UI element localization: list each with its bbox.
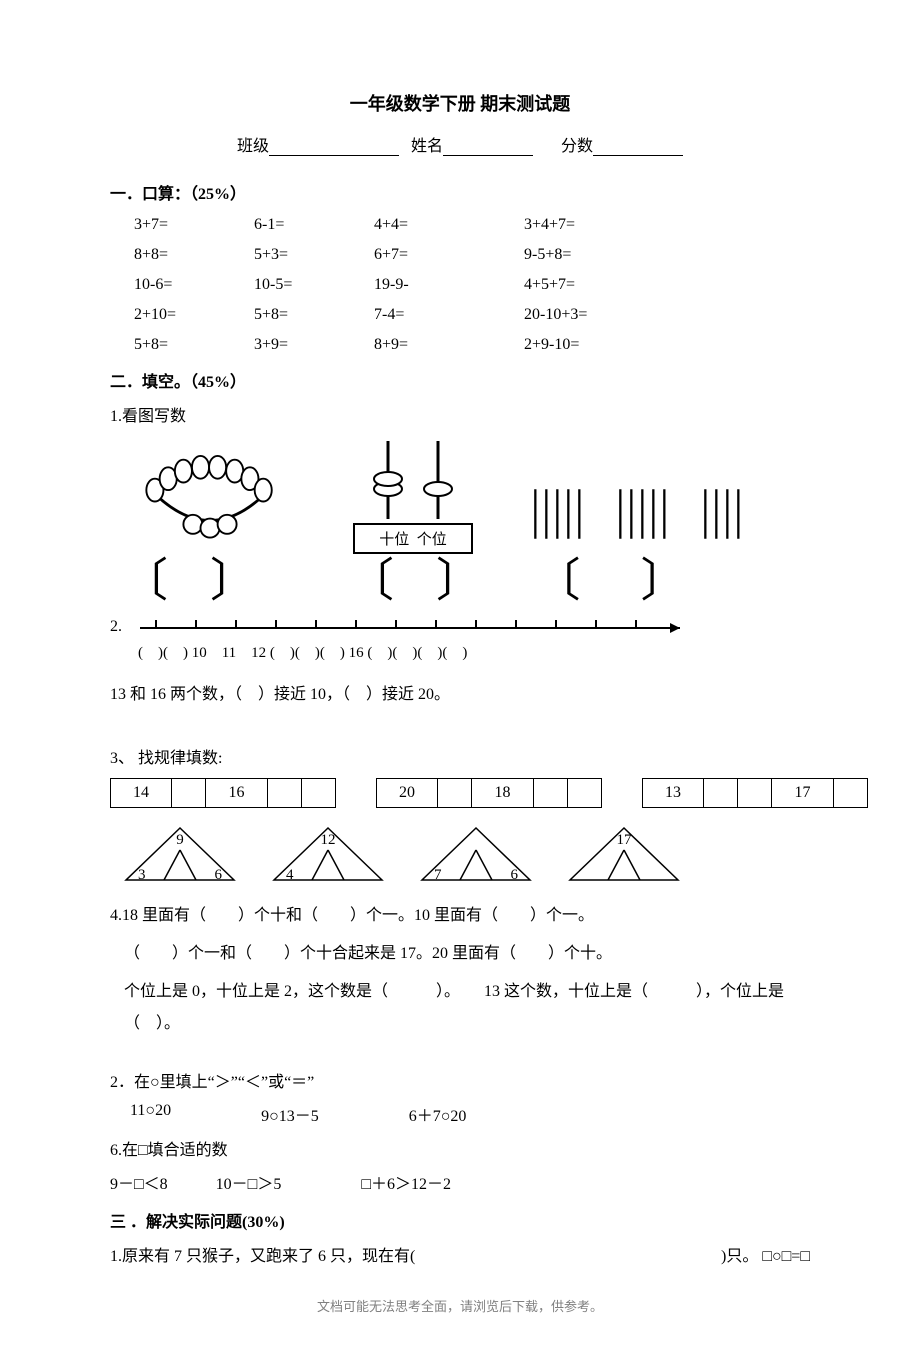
section-3-header: 三 ．解决实际问题(30%) [110, 1208, 810, 1232]
compare-row: 11○20 9○13－5 6＋7○20 [130, 1102, 810, 1126]
pattern-group: 13 17 [642, 778, 868, 808]
compare-item: 11○20 [130, 1102, 171, 1126]
q6-label: 6.在□填合适的数 [110, 1136, 810, 1160]
name-label: 姓名 [411, 138, 443, 155]
number-bond-triangle: 17 [564, 824, 684, 884]
q2-near-sentence: 13 和 16 两个数，（ ）接近 10，（ ）接近 20。 [110, 680, 810, 704]
q2-prefix: 2. [110, 618, 122, 636]
mm-row: 10-6=10-5=19-9-4+5+7= [134, 276, 810, 294]
mm-row: 2+10=5+8=7-4=20-10+3= [134, 306, 810, 324]
q1-label: 1.看图写数 [110, 402, 810, 426]
compare-item: 6＋7○20 [409, 1102, 467, 1126]
triangle-row: 9 3 6 12 4 7 6 17 [120, 824, 810, 884]
s3-q1-text: 1.原来有 7 只猴子，又跑来了 6 只，现在有( [110, 1242, 415, 1266]
section-1-header: 一．口算：（25%） [110, 180, 810, 204]
number-bond-triangle: 9 3 6 [120, 824, 240, 884]
numline-labels: ( )( ) 10 11 12 ( )( )( ) 16 ( )( )( )( … [138, 641, 696, 662]
compare-item: 9○13－5 [261, 1102, 319, 1126]
number-line-icon [136, 614, 696, 636]
q4-line3: 个位上是 0，十位上是 2，这个数是（ ）。 13 这个数，十位上是（ ），个位… [124, 976, 810, 1040]
number-line: ( )( ) 10 11 12 ( )( )( ) 16 ( )( )( )( … [136, 614, 696, 662]
beads-figure: 〔〕 [122, 454, 298, 604]
score-label: 分数 [561, 138, 593, 155]
q3-label: 3、 找规律填数: [110, 744, 810, 768]
q4-line2: （ ）个一和（ ）个十合起来是 17。20 里面有（ ）个十。 [124, 938, 810, 970]
mm-row: 5+8=3+9=8+9=2+9-10= [134, 336, 810, 354]
abacus-icon [348, 436, 478, 536]
page-footer: 文档可能无法思考全面，请浏览后下载，供参考。 [110, 1296, 810, 1315]
pattern-row: 14 16 20 18 13 17 [110, 778, 810, 808]
page: 一年级数学下册 期末测试题 班级 姓名 分数 一．口算：（25%） 3+7=6-… [0, 0, 920, 1355]
tally-block [698, 479, 753, 554]
number-bond-triangle: 7 6 [416, 824, 536, 884]
answer-bracket: 〔〕 [122, 558, 298, 604]
q5-label: 2．在○里填上“＞”“＜”或“＝” [110, 1068, 810, 1092]
pattern-group: 14 16 [110, 778, 336, 808]
ones-label: 个位 [417, 532, 447, 548]
beads-icon [130, 454, 290, 549]
tens-label: 十位 [379, 532, 409, 548]
q4-line1: 4.18 里面有（ ）个十和（ ）个一。10 里面有（ ）个一。 [110, 900, 810, 932]
figure-row: 〔〕 十位 个位 〔〕 [122, 436, 810, 604]
answer-bracket: 〔〕 [528, 558, 753, 604]
s3-q1: 1.原来有 7 只猴子，又跑来了 6 只，现在有( )只。 □○□=□ [110, 1242, 810, 1266]
q6-line: 9－□＜8 10－□＞5 □＋6＞12－2 [110, 1170, 810, 1194]
doc-title: 一年级数学下册 期末测试题 [110, 90, 810, 116]
s3-q1-tail: )只。 □○□=□ [721, 1242, 810, 1266]
pattern-group: 20 18 [376, 778, 602, 808]
mental-math-grid: 3+7=6-1=4+4=3+4+7= 8+8=5+3=6+7=9-5+8= 10… [134, 216, 810, 354]
mm-row: 3+7=6-1=4+4=3+4+7= [134, 216, 810, 234]
class-label: 班级 [237, 138, 269, 155]
tally-block [528, 479, 583, 554]
section-2-header: 二．填空。（45%） [110, 368, 810, 392]
tally-figure: 〔〕 [528, 479, 753, 604]
tally-block [613, 479, 668, 554]
abacus-figure: 十位 个位 〔〕 [348, 436, 478, 604]
number-bond-triangle: 12 4 [268, 824, 388, 884]
mm-row: 8+8=5+3=6+7=9-5+8= [134, 246, 810, 264]
student-info-line: 班级 姓名 分数 [110, 132, 810, 156]
answer-bracket: 〔〕 [348, 558, 478, 604]
